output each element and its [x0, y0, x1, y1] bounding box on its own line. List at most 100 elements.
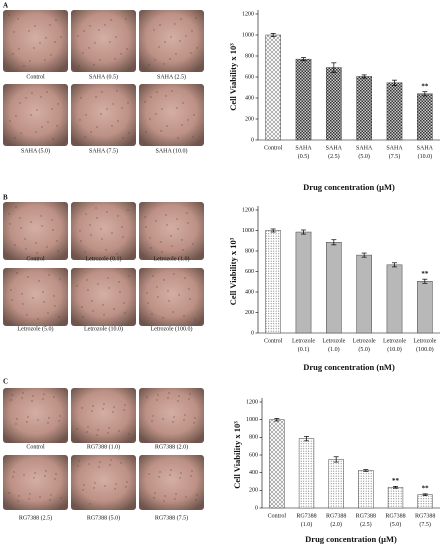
cell-speck [155, 113, 157, 115]
significance-mark: ** [422, 484, 430, 492]
panel-label: B [3, 194, 8, 202]
cell-speck [9, 223, 11, 225]
cell-speck [34, 25, 36, 27]
cell-speck [170, 36, 172, 38]
cell-speck [169, 474, 171, 476]
cell-speck [124, 312, 126, 314]
cell-speck [160, 130, 162, 132]
cell-speck [161, 108, 163, 110]
cell-speck [113, 406, 115, 408]
image-caption: SAHA (0.5) [89, 73, 118, 80]
cell-speck [17, 18, 19, 20]
cell-speck [91, 300, 93, 302]
cell-speck [31, 92, 33, 94]
cell-speck [55, 473, 57, 475]
x-axis-label: Drug concentration (μM) [303, 182, 395, 192]
cell-speck [175, 493, 177, 495]
cell-speck [101, 238, 103, 240]
cell-speck [32, 297, 34, 299]
cell-speck [148, 64, 150, 66]
cell-speck [9, 120, 11, 122]
cell-speck [83, 30, 85, 32]
cell-speck [145, 226, 147, 228]
cell-speck [106, 108, 108, 110]
cell-speck [41, 225, 43, 227]
x-tick-label: (2.5) [328, 153, 340, 160]
cell-speck [77, 35, 79, 37]
error-bar [270, 228, 276, 233]
cell-speck [173, 273, 175, 275]
cell-speck [52, 229, 54, 231]
cell-speck [116, 253, 118, 255]
cell-speck [116, 90, 118, 92]
microscope-image [139, 202, 204, 260]
error-bar [422, 278, 428, 284]
cell-speck [111, 232, 113, 234]
cell-speck [85, 213, 87, 215]
cell-speck [13, 471, 15, 473]
cell-speck [187, 222, 189, 224]
x-tick-label: (0.5) [298, 153, 310, 160]
cell-speck [169, 58, 171, 60]
y-tick-label: 1000 [246, 417, 258, 423]
microscope-image [71, 202, 136, 260]
microscope-image [139, 84, 204, 146]
bar [269, 419, 285, 509]
cell-speck [191, 470, 193, 472]
cell-speck [128, 132, 130, 134]
image-caption: Letrozole (0.1) [86, 255, 122, 262]
cell-speck [124, 404, 126, 406]
cell-speck [24, 238, 26, 240]
cell-speck [185, 35, 187, 37]
image-caption: SAHA (2.5) [157, 73, 186, 80]
significance-mark: ** [421, 82, 429, 90]
cell-speck [53, 295, 55, 297]
cell-speck [160, 241, 162, 243]
cell-speck [151, 313, 153, 315]
image-caption: Letrozole (1.0) [154, 255, 190, 262]
cell-speck [147, 302, 149, 304]
cell-speck [32, 395, 34, 397]
cell-speck [40, 96, 42, 98]
cell-speck [11, 394, 13, 396]
cell-speck [36, 109, 38, 111]
cell-speck [54, 478, 56, 480]
cell-speck [153, 497, 155, 499]
bar [326, 242, 342, 334]
cell-speck [104, 485, 106, 487]
cell-speck [109, 41, 111, 43]
cell-speck [96, 126, 98, 128]
x-tick-label: (5.0) [390, 521, 402, 528]
bar [387, 486, 404, 509]
y-tick-label: 800 [249, 435, 258, 441]
x-tick-label: SAHA [386, 145, 403, 151]
y-tick-label: 1200 [242, 207, 254, 213]
cell-speck [171, 245, 173, 247]
y-tick-label: 400 [245, 289, 254, 295]
cell-speck [180, 18, 182, 20]
cell-speck [92, 310, 94, 312]
cell-speck [82, 52, 84, 54]
microscope-image [71, 10, 136, 72]
cell-speck [193, 422, 195, 424]
cell-speck [51, 108, 53, 110]
image-caption: Control [26, 74, 45, 80]
y-tick-label: 800 [245, 53, 254, 59]
error-bar [274, 417, 280, 422]
cell-speck [43, 393, 45, 395]
cell-speck [176, 218, 178, 220]
cell-speck [121, 107, 123, 109]
cell-speck [79, 230, 81, 232]
bar [265, 230, 282, 334]
cell-speck [30, 221, 32, 223]
cell-speck [56, 240, 58, 242]
x-tick-label: (10.0) [418, 153, 433, 160]
cell-speck [76, 285, 78, 287]
cell-speck [148, 473, 150, 475]
cell-speck [57, 103, 59, 105]
cell-speck [173, 416, 175, 418]
cell-speck [56, 125, 58, 127]
cell-speck [174, 23, 176, 25]
y-tick-label: 1200 [246, 399, 258, 405]
microscope-image [71, 455, 136, 510]
